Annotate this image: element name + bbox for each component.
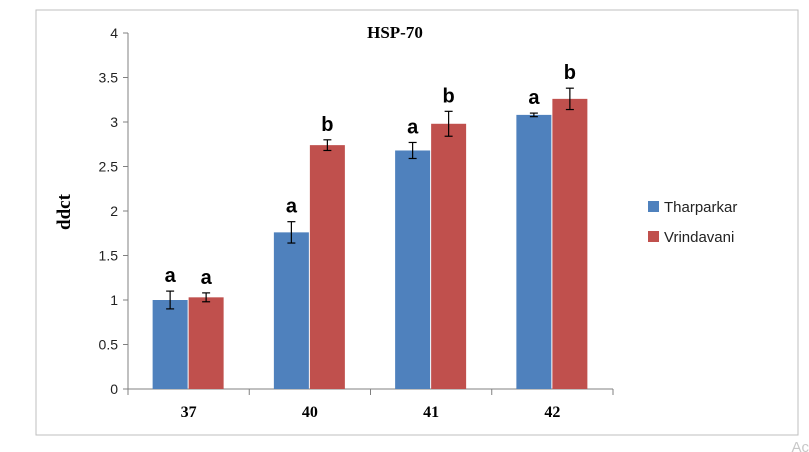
y-axis-label: ddct [54,193,75,230]
legend-swatch [648,231,659,242]
y-tick-label: 3 [110,114,118,130]
bar [152,300,188,389]
significance-label: a [286,196,298,218]
y-tick-label: 4 [110,25,118,41]
significance-label: a [165,265,177,287]
legend: Tharparkar Vrindavani [648,199,737,246]
y-tick-label: 2 [110,203,118,219]
y-tick-label: 2.5 [99,159,119,175]
bar [516,114,552,389]
legend-swatch [648,201,659,212]
x-tick-label: 41 [423,404,439,421]
bar [273,232,309,389]
significance-label: a [201,267,213,289]
significance-label: b [443,85,455,107]
significance-label: b [321,114,333,136]
x-tick-label: 40 [302,404,318,421]
bar [309,145,345,389]
bar [395,150,431,389]
corner-text: Ac [791,439,809,452]
significance-label: a [528,87,540,109]
bar [188,297,224,389]
y-tick-label: 1.5 [99,248,119,264]
y-tick-label: 3.5 [99,70,119,86]
bar [431,123,467,389]
legend-label: Vrindavani [664,229,734,246]
y-tick-label: 1 [110,292,118,308]
plot-area: 0 0.5 1 1.5 2 2.5 3 3.5 4 37 40 41 42 a a a a a b b b [99,25,614,421]
significance-label: a [407,116,419,138]
y-tick-label: 0 [110,381,118,397]
significance-label: b [564,62,576,84]
bar [552,98,588,390]
x-tick-label: 37 [181,404,197,421]
x-tick-label: 42 [544,404,560,421]
legend-label: Tharparkar [664,199,737,216]
chart-title: HSP-70 [367,23,423,42]
y-tick-label: 0.5 [99,337,119,353]
